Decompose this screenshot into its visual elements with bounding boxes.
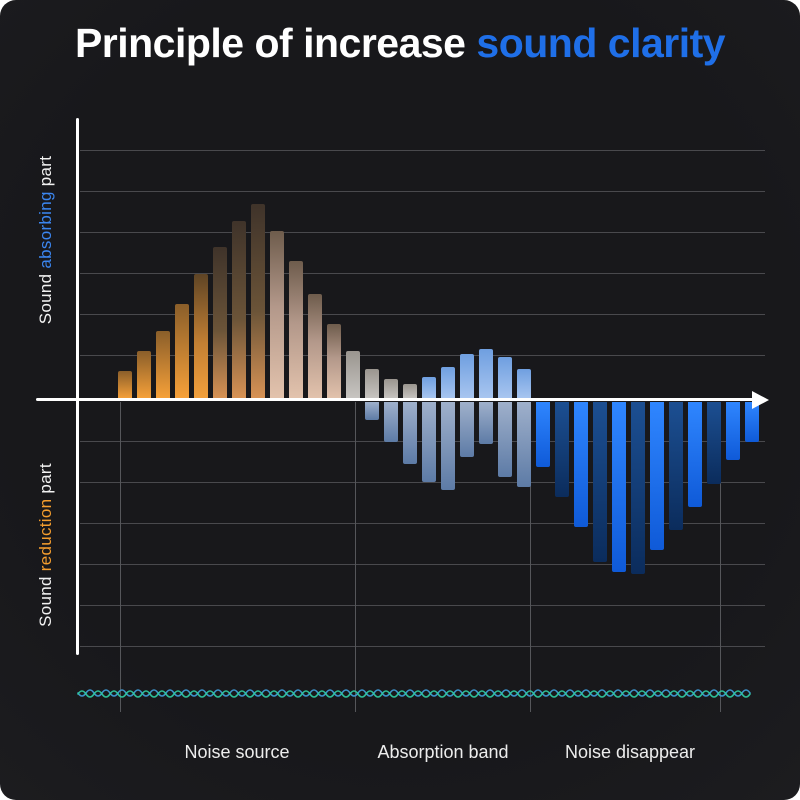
bar-down: [650, 402, 664, 550]
wave-line-blue: [77, 689, 751, 697]
h-gridline: [80, 273, 765, 274]
bar-up: [194, 274, 208, 399]
y-label-absorbing: Sound absorbing part: [36, 156, 56, 325]
bar-down: [612, 402, 626, 572]
bar-down: [365, 402, 379, 420]
h-gridline: [80, 232, 765, 233]
bar-up: [137, 351, 151, 399]
bar-up: [118, 371, 132, 399]
page-title: Principle of increase sound clarity: [0, 20, 800, 67]
bar-up: [156, 331, 170, 399]
h-gridline: [80, 646, 765, 647]
y-label-reduction: Sound reduction part: [36, 463, 56, 627]
x-axis-arrow-icon: [752, 391, 769, 409]
bar-down: [631, 402, 645, 574]
bar-down: [498, 402, 512, 477]
bar-down: [574, 402, 588, 527]
v-gridline: [530, 402, 531, 712]
x-label-noise-source: Noise source: [184, 742, 290, 762]
title-highlight: sound clarity: [476, 20, 726, 66]
bar-up: [213, 247, 227, 399]
y-axis-line: [76, 118, 79, 655]
bar-up: [422, 377, 436, 399]
bar-up: [270, 231, 284, 399]
bar-down: [669, 402, 683, 530]
bar-down: [422, 402, 436, 482]
h-gridline: [80, 523, 765, 524]
bar-down: [593, 402, 607, 562]
h-gridline: [80, 564, 765, 565]
v-gridline: [120, 402, 121, 712]
bar-down: [707, 402, 721, 484]
bar-up: [175, 304, 189, 399]
y-label-top-word: absorbing: [36, 191, 55, 269]
bar-down: [403, 402, 417, 464]
bar-down: [460, 402, 474, 457]
bar-up: [365, 369, 379, 399]
h-gridline: [80, 482, 765, 483]
bar-down: [479, 402, 493, 444]
bar-up: [517, 369, 531, 399]
bar-up: [327, 324, 341, 399]
bar-up: [308, 294, 322, 399]
x-label-absorption-band: Absorption band: [377, 742, 509, 762]
h-gridline: [80, 355, 765, 356]
bar-down: [726, 402, 740, 460]
x-axis-line: [36, 398, 754, 401]
bar-up: [289, 261, 303, 399]
h-gridline: [80, 605, 765, 606]
bar-down: [384, 402, 398, 442]
title-prefix: Principle of increase: [74, 20, 477, 66]
bar-up: [384, 379, 398, 399]
y-label-bottom-post: part: [36, 463, 55, 499]
h-gridline: [80, 314, 765, 315]
v-gridline: [355, 402, 356, 712]
bar-up: [232, 221, 246, 399]
h-gridline: [80, 191, 765, 192]
bar-down: [441, 402, 455, 490]
bar-up: [498, 357, 512, 399]
bar-up: [441, 367, 455, 399]
bar-down: [536, 402, 550, 467]
bar-down: [517, 402, 531, 487]
y-label-bottom-word: reduction: [36, 498, 55, 572]
bar-up: [403, 384, 417, 399]
x-label-noise-disappear: Noise disappear: [564, 742, 696, 762]
bar-up: [479, 349, 493, 399]
bar-up: [460, 354, 474, 399]
bar-down: [745, 402, 759, 442]
y-label-bottom-pre: Sound: [36, 571, 55, 627]
v-gridline: [720, 402, 721, 712]
wave-line-teal: [77, 690, 751, 698]
bar-up: [346, 351, 360, 399]
y-label-top-pre: Sound: [36, 268, 55, 325]
bar-up: [251, 204, 265, 399]
bar-down: [555, 402, 569, 497]
bar-down: [688, 402, 702, 507]
h-gridline: [80, 150, 765, 151]
y-label-top-post: part: [36, 155, 55, 192]
